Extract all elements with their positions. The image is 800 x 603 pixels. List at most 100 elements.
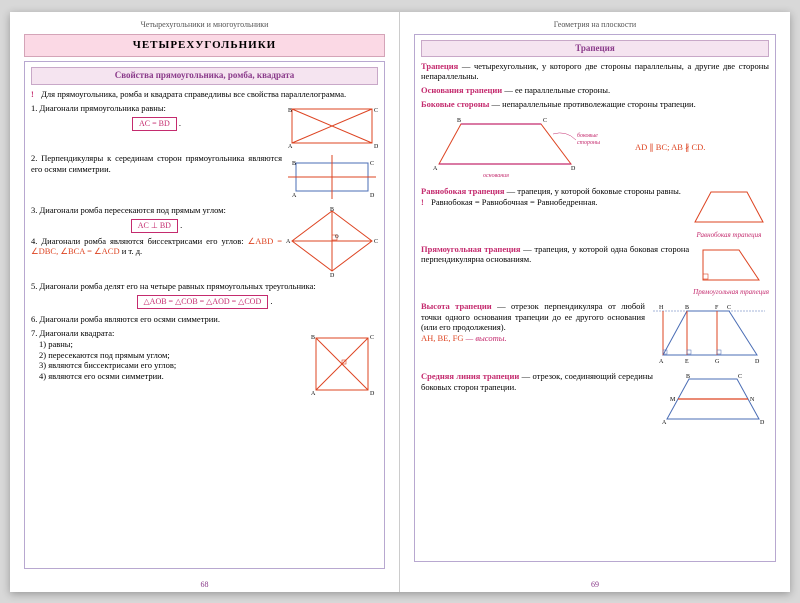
book-spread: Четырехугольники и многоугольники ЧЕТЫРЕ… <box>10 12 790 592</box>
svg-text:A: A <box>433 166 438 172</box>
square-fig: BC AD <box>306 328 378 400</box>
prop3-4-row: 3. Диагонали ромба пересекаются под прям… <box>31 205 378 277</box>
svg-text:B: B <box>311 335 315 341</box>
prop7-2: 2) пересекаются под прямым углом; <box>31 350 170 360</box>
svg-text:C: C <box>727 305 731 311</box>
prop5-text: 5. Диагонали ромба делят его на четыре р… <box>31 281 316 291</box>
svg-text:B: B <box>457 118 461 124</box>
svg-text:A: A <box>286 239 291 245</box>
isosceles-text: — трапеция, у которой боковые стороны ра… <box>505 186 681 196</box>
svg-text:C: C <box>370 161 374 167</box>
svg-text:O: O <box>335 235 339 240</box>
def-sides: Боковые стороны — непараллельные противо… <box>421 99 769 110</box>
svg-text:C: C <box>738 374 742 380</box>
svg-text:C: C <box>543 118 547 124</box>
svg-text:C: C <box>370 335 374 341</box>
svg-text:A: A <box>288 144 293 149</box>
isosceles-fig <box>689 186 769 228</box>
svg-text:боковые: боковые <box>577 132 598 139</box>
isosceles-syn: Равнобокая = Равнобочная = Равнобедренна… <box>431 197 597 207</box>
right-trap-fig <box>695 244 767 286</box>
def-trapezoid: Трапеция — четырехугольник, у которого д… <box>421 61 769 82</box>
svg-text:G: G <box>715 359 720 365</box>
svg-text:B: B <box>685 305 689 311</box>
prop1-text: 1. Диагонали прямоугольника равны: <box>31 103 166 113</box>
svg-text:D: D <box>755 359 760 365</box>
prop2-row: 2. Перпендикуляры к серединам сторон пря… <box>31 153 378 201</box>
isosceles-caption: Равнобокая трапеция <box>689 231 769 240</box>
page-right: Геометрия на плоскости Трапеция Трапеция… <box>400 12 790 592</box>
bang-icon-2: ! <box>421 197 429 208</box>
right-trap-caption: Прямоугольная трапеция <box>693 288 769 297</box>
right-pagenum: 69 <box>400 580 790 590</box>
formula1: AC = BD <box>132 117 177 131</box>
height-fig: HB FC AE GD <box>649 301 769 367</box>
term-right-trap: Прямоугольная трапеция <box>421 244 520 254</box>
svg-text:M: M <box>670 397 676 403</box>
svg-text:B: B <box>288 108 292 114</box>
prop7-3: 3) являются биссектрисами его углов; <box>31 360 176 370</box>
prop7-text: 7. Диагонали квадрата: <box>31 328 114 338</box>
prop1-row: 1. Диагонали прямоугольника равны: AC = … <box>31 103 378 149</box>
svg-text:C: C <box>374 108 378 114</box>
svg-text:A: A <box>292 193 297 199</box>
right-angle-row: Прямоугольная трапеция — трапеция, у кот… <box>421 244 769 297</box>
intro-row: ! Для прямоугольника, ромба и квадрата с… <box>31 89 378 100</box>
svg-text:B: B <box>330 207 334 213</box>
prop6: 6. Диагонали ромба являются его осями си… <box>31 314 378 325</box>
svg-text:B: B <box>292 161 296 167</box>
def-sides-text: — непараллельные противолежащие стороны … <box>489 99 695 109</box>
trapezoid-main-fig: B C A D боковые стороны основания <box>421 112 631 182</box>
svg-text:D: D <box>370 391 375 397</box>
right-section-title: Трапеция <box>421 40 769 57</box>
heights-list: AH, BE, FG <box>421 333 464 343</box>
term-height: Высота трапеции <box>421 301 492 311</box>
chapter-title: ЧЕТЫРЕХУГОЛЬНИКИ <box>24 34 385 58</box>
rhombus-fig: B C D A O <box>286 205 378 277</box>
term-midline: Средняя линия трапеции <box>421 371 519 381</box>
isosceles-row: Равнобокая трапеция — трапеция, у которо… <box>421 186 769 239</box>
rect-diagonals-fig: B C A D <box>286 103 378 149</box>
svg-text:C: C <box>374 239 378 245</box>
left-pagenum: 68 <box>10 580 399 590</box>
svg-text:N: N <box>750 397 755 403</box>
term-sides: Боковые стороны <box>421 99 489 109</box>
term-bases: Основания трапеции <box>421 85 502 95</box>
intro-text: Для прямоугольника, ромба и квадрата спр… <box>41 89 346 99</box>
label-osn: основания <box>483 173 509 179</box>
bang-icon: ! <box>31 89 39 100</box>
trap-formula: AD ∥ BC; AB ∦ CD. <box>635 142 705 152</box>
svg-text:D: D <box>760 420 765 426</box>
left-frame: Свойства прямоугольника, ромба, квадрата… <box>24 61 385 569</box>
term-trapezoid: Трапеция <box>421 61 458 71</box>
trap-fig-row: B C A D боковые стороны основания AD ∥ BC;… <box>421 112 769 182</box>
svg-text:D: D <box>374 144 378 149</box>
prop5: 5. Диагонали ромба делят его на четыре р… <box>31 281 378 310</box>
svg-text:H: H <box>659 305 664 311</box>
svg-text:D: D <box>571 166 576 172</box>
left-section-title: Свойства прямоугольника, ромба, квадрата <box>31 67 378 84</box>
svg-text:стороны: стороны <box>577 140 600 146</box>
midline-row: Средняя линия трапеции — отрезок, соедин… <box>421 371 769 427</box>
svg-text:B: B <box>686 374 690 380</box>
prop4-text-a: 4. Диагонали ромба являются биссектрисам… <box>31 236 248 246</box>
svg-text:D: D <box>370 193 375 199</box>
prop2-text: 2. Перпендикуляры к серединам сторон пря… <box>31 153 282 174</box>
rect-perp-fig: B C A D <box>286 153 378 201</box>
height-row: Высота трапеции — отрезок перпендикуляра… <box>421 301 769 367</box>
svg-text:F: F <box>715 305 719 311</box>
svg-text:A: A <box>662 420 667 426</box>
right-running-header: Геометрия на плоскости <box>414 20 776 30</box>
formula3: AC ⊥ BD <box>131 219 178 233</box>
left-running-header: Четырехугольники и многоугольники <box>24 20 385 30</box>
formula5: △AOB = △COB = △AOD = △COD <box>137 295 269 309</box>
def-bases-text: — ее параллельные стороны. <box>502 85 610 95</box>
prop3-text: 3. Диагонали ромба пересекаются под прям… <box>31 205 226 215</box>
svg-text:D: D <box>330 273 335 277</box>
def-bases: Основания трапеции — ее параллельные сто… <box>421 85 769 96</box>
def-trapezoid-text: — четырехугольник, у которого две сторон… <box>421 61 769 82</box>
prop7-row: 7. Диагонали квадрата: 1) равны; 2) пере… <box>31 328 378 400</box>
prop7-1: 1) равны; <box>31 339 73 349</box>
prop7-4: 4) являются его осями симметрии. <box>31 371 164 381</box>
svg-text:E: E <box>685 359 689 365</box>
